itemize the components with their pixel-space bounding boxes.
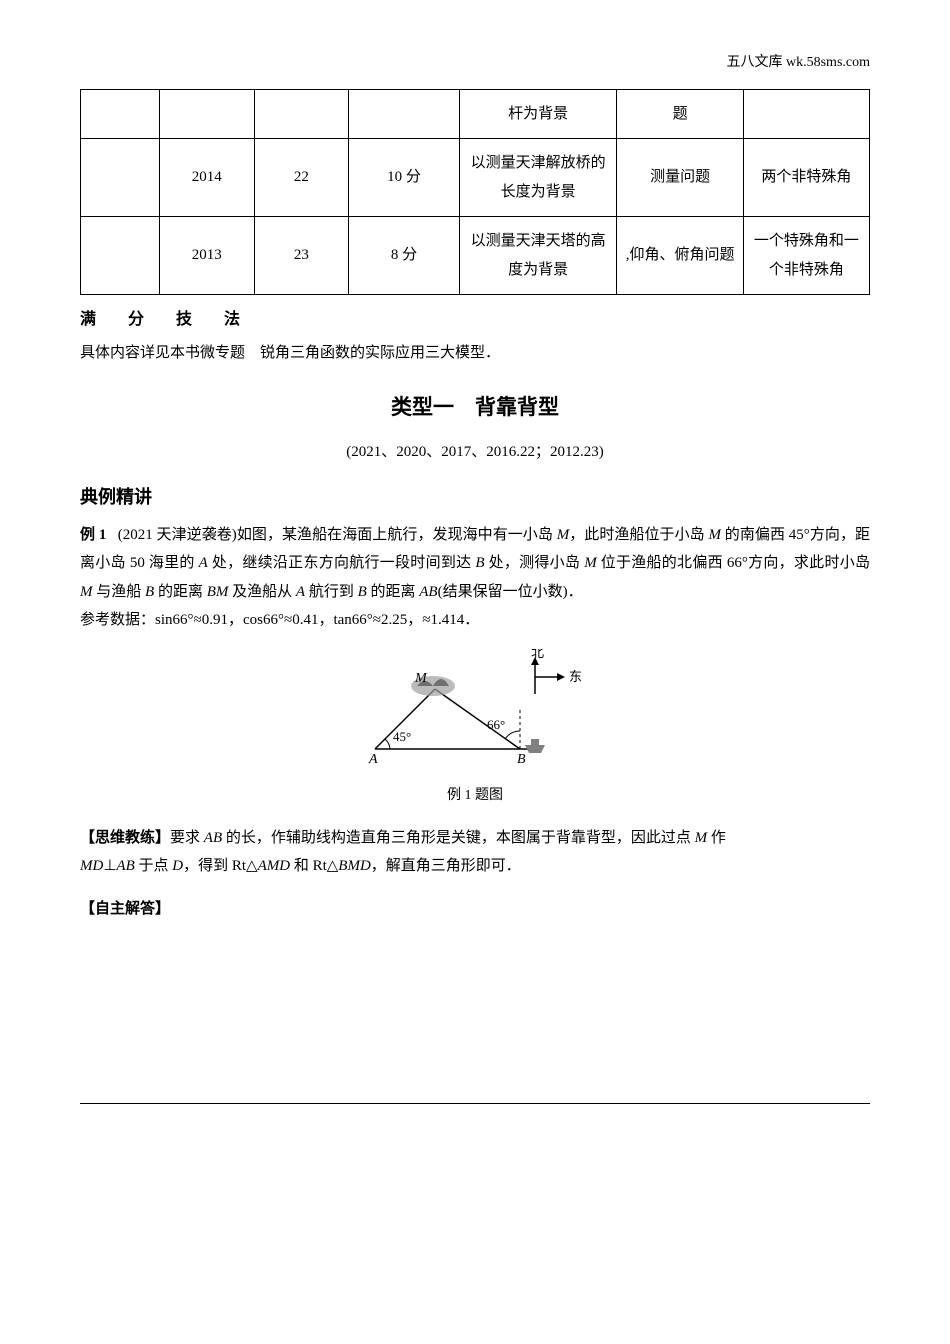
example-ref: 参考数据：sin66°≈0.91，cos66°≈0.41，tan66°≈2.25… — [80, 606, 870, 635]
cell: 杆为背景 — [459, 89, 617, 139]
t: 如图，某渔船在海面上航行，发现海中有一小岛 — [237, 527, 557, 543]
t: (结果保留一位小数)． — [438, 584, 583, 600]
siwei-tag: 【思维教练】 — [80, 830, 170, 846]
t: 于点 — [135, 858, 173, 874]
t: 的长，作辅助线构造直角三角形是关键，本图属于背靠背型，因此过点 — [222, 830, 695, 846]
label-66: 66° — [487, 717, 505, 732]
t: 要求 — [170, 830, 204, 846]
manfen-char: 技 — [176, 311, 192, 328]
exam-table: 杆为背景 题 2014 22 10 分 以测量天津解放桥的长度为背景 测量问题 … — [80, 89, 870, 296]
var-AMD: AMD — [258, 858, 291, 874]
label-M: M — [414, 671, 428, 686]
var-A: A — [296, 584, 305, 600]
zizhu-tag: 【自主解答】 — [80, 901, 170, 917]
table-row: 2013 23 8 分 以测量天津天塔的高度为背景 ,仰角、俯角问题 一个特殊角… — [81, 217, 870, 295]
t: 作 — [707, 830, 726, 846]
manfen-title: 满 分 技 法 — [80, 305, 870, 335]
var-M: M — [80, 584, 93, 600]
cell — [81, 217, 160, 295]
manfen-char: 分 — [128, 311, 144, 328]
cell: 2013 — [159, 217, 254, 295]
cell: 测量问题 — [617, 139, 743, 217]
zizhu-note: 【自主解答】 — [80, 895, 870, 924]
cell — [349, 89, 459, 139]
t: 位于渔船的北偏西 66°方向，求此时小岛 — [597, 555, 870, 571]
var-A: A — [199, 555, 208, 571]
label-45: 45° — [393, 729, 411, 744]
var-M: M — [709, 527, 722, 543]
cell — [254, 89, 349, 139]
compass-icon: 北 东 — [531, 649, 582, 694]
boat-icon — [525, 739, 545, 753]
table-row: 2014 22 10 分 以测量天津解放桥的长度为背景 测量问题 两个非特殊角 — [81, 139, 870, 217]
example-source: (2021 天津逆袭卷) — [118, 527, 237, 543]
t: 与渔船 — [93, 584, 146, 600]
manfen-char: 法 — [224, 311, 240, 328]
var-B: B — [475, 555, 484, 571]
var-B: B — [145, 584, 154, 600]
cell: 题 — [617, 89, 743, 139]
cell: ,仰角、俯角问题 — [617, 217, 743, 295]
var-MD: MD — [80, 858, 103, 874]
page-header-site: 五八文库 wk.58sms.com — [80, 50, 870, 77]
label-A: A — [368, 752, 378, 767]
cell — [159, 89, 254, 139]
var-BMD: BMD — [338, 858, 371, 874]
cell: 以测量天津解放桥的长度为背景 — [459, 139, 617, 217]
example-1: 例 1 (2021 天津逆袭卷)如图，某渔船在海面上航行，发现海中有一小岛 M，… — [80, 521, 870, 635]
cell — [81, 89, 160, 139]
t: 的距离 — [367, 584, 420, 600]
line-MB — [435, 689, 520, 749]
siwei-note: 【思维教练】要求 AB 的长，作辅助线构造直角三角形是关键，本图属于背靠背型，因… — [80, 824, 870, 881]
t: ，得到 Rt△ — [183, 858, 257, 874]
var-AB: AB — [116, 858, 134, 874]
diagram: 北 东 M A B 45° — [80, 649, 870, 810]
cell: 两个非特殊角 — [743, 139, 869, 217]
var-M: M — [695, 830, 708, 846]
example-label: 例 1 — [80, 527, 106, 543]
cell: 以测量天津天塔的高度为背景 — [459, 217, 617, 295]
var-D: D — [172, 858, 183, 874]
manfen-body: 具体内容详见本书微专题 锐角三角函数的实际应用三大模型． — [80, 339, 870, 368]
var-M: M — [557, 527, 570, 543]
table-row: 杆为背景 题 — [81, 89, 870, 139]
cell: 23 — [254, 217, 349, 295]
manfen-char: 满 — [80, 311, 96, 328]
var-BM: BM — [207, 584, 229, 600]
t: ⊥ — [103, 858, 116, 874]
var-AB: AB — [204, 830, 222, 846]
angle-45-arc — [385, 739, 390, 749]
cell: 10 分 — [349, 139, 459, 217]
cell — [743, 89, 869, 139]
t: ，解直角三角形即可． — [371, 858, 521, 874]
var-B: B — [358, 584, 367, 600]
t: 及渔船从 — [228, 584, 296, 600]
t: 处，测得小岛 — [485, 555, 585, 571]
t: 航行到 — [305, 584, 358, 600]
type-years: (2021、2020、2017、2016.22；2012.23) — [80, 438, 870, 467]
var-AB: AB — [419, 584, 437, 600]
east-label: 东 — [569, 669, 582, 684]
t: ，此时渔船位于小岛 — [569, 527, 708, 543]
t: 处，继续沿正东方向航行一段时间到达 — [208, 555, 476, 571]
t: 和 Rt△ — [290, 858, 338, 874]
t: 的距离 — [154, 584, 207, 600]
cell: 8 分 — [349, 217, 459, 295]
var-M: M — [584, 555, 597, 571]
type-title: 类型一 背靠背型 — [80, 388, 870, 428]
cell: 一个特殊角和一个非特殊角 — [743, 217, 869, 295]
label-B: B — [517, 752, 526, 767]
cell: 2014 — [159, 139, 254, 217]
angle-66-arc — [505, 731, 520, 739]
north-label: 北 — [531, 649, 544, 660]
dianli-title: 典例精讲 — [80, 480, 870, 514]
cell — [81, 139, 160, 217]
diagram-caption: 例 1 题图 — [80, 783, 870, 810]
footer-rule — [80, 1103, 870, 1104]
cell: 22 — [254, 139, 349, 217]
